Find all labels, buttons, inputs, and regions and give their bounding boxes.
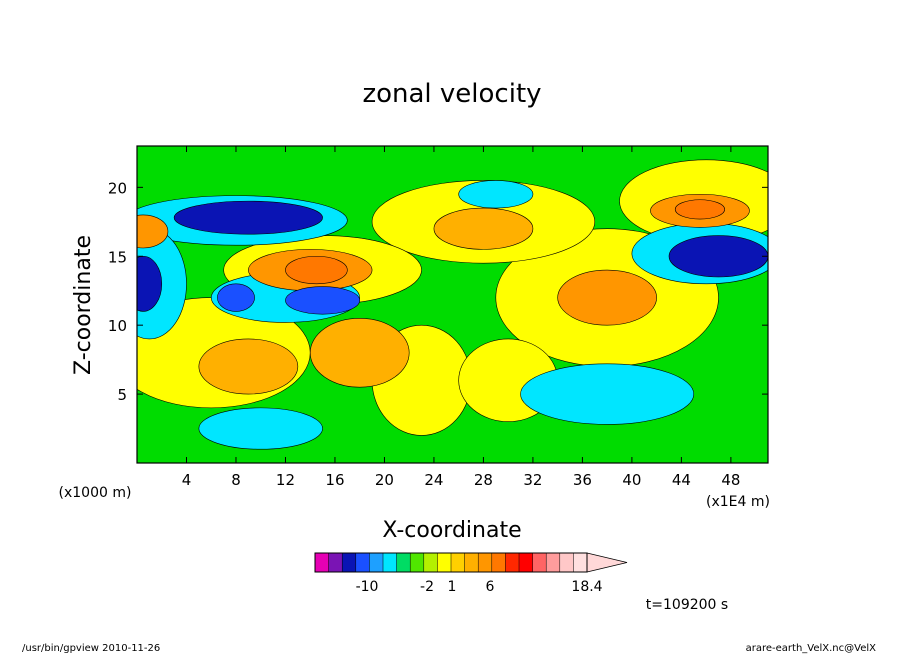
field-contour-region: [217, 283, 255, 312]
colorbar-swatch: [423, 552, 438, 573]
field-contour-region: [285, 286, 361, 315]
time-label: t=109200 s: [646, 597, 728, 613]
colorbar-label: 18.4: [571, 579, 602, 595]
field-contour-region: [173, 200, 323, 235]
field-contour-region: [285, 255, 348, 285]
colorbar-swatch: [328, 552, 343, 573]
colorbar-swatch: [355, 552, 370, 573]
colorbar-label: 6: [486, 579, 495, 595]
footer-left: /usr/bin/gpview 2010-11-26: [22, 643, 160, 654]
colorbar-swatch: [477, 552, 493, 573]
field-contour-region: [198, 338, 299, 395]
y-tick-label: 15: [108, 248, 127, 266]
field-contour-region: [137, 255, 163, 312]
colorbar-swatch: [505, 552, 520, 573]
footer-right: arare-earth_VelX.nc@VelX: [746, 643, 877, 654]
x-tick-label: 12: [276, 471, 295, 489]
colorbar-swatch: [382, 552, 398, 573]
x-tick-label: 40: [622, 471, 641, 489]
colorbar-label: 1: [448, 579, 457, 595]
field-contour-region: [557, 269, 657, 326]
colorbar-swatch: [518, 552, 534, 573]
y-axis-label: Z-coordinate: [71, 235, 96, 375]
colorbar-swatch: [545, 552, 561, 573]
x-tick-label: 36: [573, 471, 592, 489]
field-contour-region: [433, 207, 534, 250]
x-tick-label: 28: [474, 471, 493, 489]
x-tick-label: 8: [231, 471, 241, 489]
colorbar-swatch: [464, 552, 479, 573]
colorbar-end-triangle: [586, 552, 628, 573]
colorbar-label: -2: [420, 579, 434, 595]
colorbar-swatch: [369, 552, 384, 573]
field-contour-region: [309, 317, 410, 388]
y-tick-label: 10: [108, 317, 127, 335]
colorbar-swatch: [532, 552, 547, 573]
field-contour-region: [198, 407, 323, 450]
x-tick-label: 48: [721, 471, 740, 489]
y-axis: 5 10 15 20: [108, 179, 768, 404]
colorbar-swatch: [450, 552, 466, 573]
colorbar-swatch: [341, 552, 357, 573]
field-contour-region: [668, 235, 768, 278]
chart-title: zonal velocity: [362, 79, 541, 109]
x-tick-label: 44: [672, 471, 691, 489]
colorbar-swatch: [314, 552, 330, 573]
field-contour-region: [674, 199, 725, 220]
colorbar-frame: [314, 552, 588, 573]
x-tick-label: 16: [325, 471, 344, 489]
x-tick-label: 32: [523, 471, 542, 489]
x-tick-label: 20: [375, 471, 394, 489]
field-contour-region: [520, 363, 695, 425]
x-units-right: (x1E4 m): [706, 494, 770, 510]
colorbar-swatch: [559, 552, 574, 573]
x-tick-label: 24: [424, 471, 443, 489]
x-tick-label: 4: [182, 471, 192, 489]
plot-frame: [136, 145, 769, 464]
y-tick-label: 5: [117, 386, 127, 404]
colorbar-swatch: [573, 552, 588, 573]
x-axis-label: X-coordinate: [382, 518, 521, 543]
heatmap-field: [137, 146, 768, 463]
colorbar: -10 -2 1 6 18.4: [314, 552, 628, 595]
field-contour-region: [137, 214, 169, 249]
x-axis: 4 8 12 16 20 24 28 32 36 40 44 48: [182, 146, 740, 489]
colorbar-swatch: [409, 552, 425, 573]
colorbar-swatch: [491, 552, 506, 573]
y-tick-label: 20: [108, 179, 127, 197]
colorbar-label: -10: [356, 579, 379, 595]
colorbar-swatch: [396, 552, 411, 573]
field-contour-region: [458, 180, 534, 209]
colorbar-swatch: [437, 552, 452, 573]
x-units-left: (x1000 m): [59, 485, 132, 501]
